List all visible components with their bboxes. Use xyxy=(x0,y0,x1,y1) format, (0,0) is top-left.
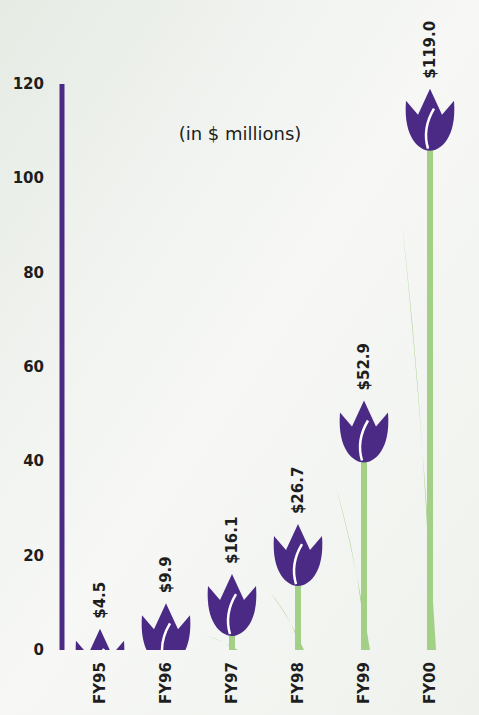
x-tick-label: FY99 xyxy=(355,662,373,704)
title: (in $ millions) xyxy=(179,123,302,144)
y-axis-line xyxy=(60,84,65,650)
stem xyxy=(427,147,433,650)
tulip-bar xyxy=(76,629,125,650)
tulip-flower xyxy=(406,89,455,151)
petal-line xyxy=(426,109,434,149)
y-tick-label: 60 xyxy=(23,358,44,376)
tulip-bar xyxy=(270,524,322,650)
stem xyxy=(361,458,367,650)
tulip-flower xyxy=(274,524,323,586)
data-label: $16.1 xyxy=(223,517,241,564)
tulip-bar xyxy=(204,574,256,650)
x-tick-label: FY00 xyxy=(421,662,439,704)
stem xyxy=(295,582,301,650)
y-tick-label: 0 xyxy=(34,641,44,659)
y-tick-label: 80 xyxy=(23,264,44,282)
x-tick-label: FY97 xyxy=(223,662,241,704)
tulip-bar xyxy=(142,603,191,650)
tulip-flower xyxy=(208,574,257,636)
tulip-bar xyxy=(336,400,388,650)
data-label: $26.7 xyxy=(289,467,307,514)
plot-area xyxy=(76,89,455,650)
petal-line xyxy=(228,594,236,634)
x-tick-label: FY98 xyxy=(289,662,307,704)
y-tick-label: 40 xyxy=(23,452,44,470)
tulip-bar xyxy=(402,89,454,650)
x-tick-label: FY96 xyxy=(157,662,175,704)
x-tick-label: FY95 xyxy=(91,662,109,704)
petal-line xyxy=(96,649,104,650)
tulip-flower xyxy=(76,629,125,650)
data-label: $9.9 xyxy=(157,556,175,593)
petal-line xyxy=(162,623,170,650)
data-label: $52.9 xyxy=(355,343,373,390)
y-tick-label: 20 xyxy=(23,547,44,565)
chart: 0 20 40 60 80 100 120 (in $ millions) $4.5 $9.9 $1… xyxy=(0,0,479,715)
petal-line xyxy=(294,544,302,584)
y-tick-label: 120 xyxy=(13,75,44,93)
data-label: $4.5 xyxy=(91,582,109,619)
tulip-flower xyxy=(142,603,191,650)
data-label: $119.0 xyxy=(421,21,439,79)
tulip-flower xyxy=(340,400,389,462)
background xyxy=(0,0,479,715)
y-tick-label: 100 xyxy=(13,169,44,187)
petal-line xyxy=(360,420,368,460)
